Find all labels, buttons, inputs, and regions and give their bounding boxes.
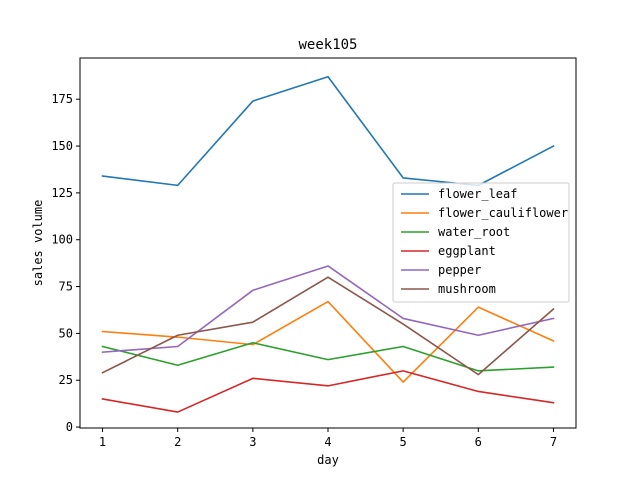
- legend-label-eggplant: eggplant: [438, 244, 496, 258]
- series-line-pepper: [101, 265, 555, 353]
- x-tick-label: 6: [475, 435, 482, 449]
- series-line-flower_cauliflower: [101, 300, 555, 383]
- y-tick-label: 150: [51, 139, 73, 153]
- legend: flower_leaf flower_cauliflower water_roote…: [392, 182, 570, 303]
- x-tick-label: 5: [400, 435, 407, 449]
- y-tick-label: 25: [59, 373, 73, 387]
- x-axis-label: day: [317, 453, 339, 467]
- x-tick-label: 2: [174, 435, 181, 449]
- y-tick-label: 75: [59, 280, 73, 294]
- legend-label-pepper: pepper: [438, 263, 481, 277]
- x-axis-ticks: 1 2 3 4 5 6 7: [99, 428, 557, 449]
- legend-box: [392, 182, 570, 303]
- y-axis-ticks: 0 25 50 75 100 125 150 175: [51, 92, 80, 434]
- y-axis-label: sales volume: [31, 200, 45, 287]
- series-line-water_root: [101, 341, 555, 372]
- x-tick-label: 4: [324, 435, 331, 449]
- y-tick-label: 50: [59, 326, 73, 340]
- y-tick-label: 100: [51, 233, 73, 247]
- legend-label-flower_cauliflower: flower_cauliflower: [438, 206, 568, 220]
- legend-label-water_root: water_root: [438, 225, 510, 239]
- series-line-mushroom: [101, 276, 555, 376]
- y-tick-label: 125: [51, 186, 73, 200]
- series-line-flower_leaf: [101, 75, 555, 187]
- legend-label-flower_leaf: flower_leaf: [438, 187, 517, 201]
- legend-label-mushroom: mushroom: [438, 282, 496, 296]
- x-tick-label: 3: [249, 435, 256, 449]
- x-tick-label: 7: [550, 435, 557, 449]
- y-tick-label: 0: [66, 420, 73, 434]
- x-tick-label: 1: [99, 435, 106, 449]
- series-line-eggplant: [101, 370, 555, 413]
- y-tick-label: 175: [51, 92, 73, 106]
- chart-title: week105: [298, 37, 357, 53]
